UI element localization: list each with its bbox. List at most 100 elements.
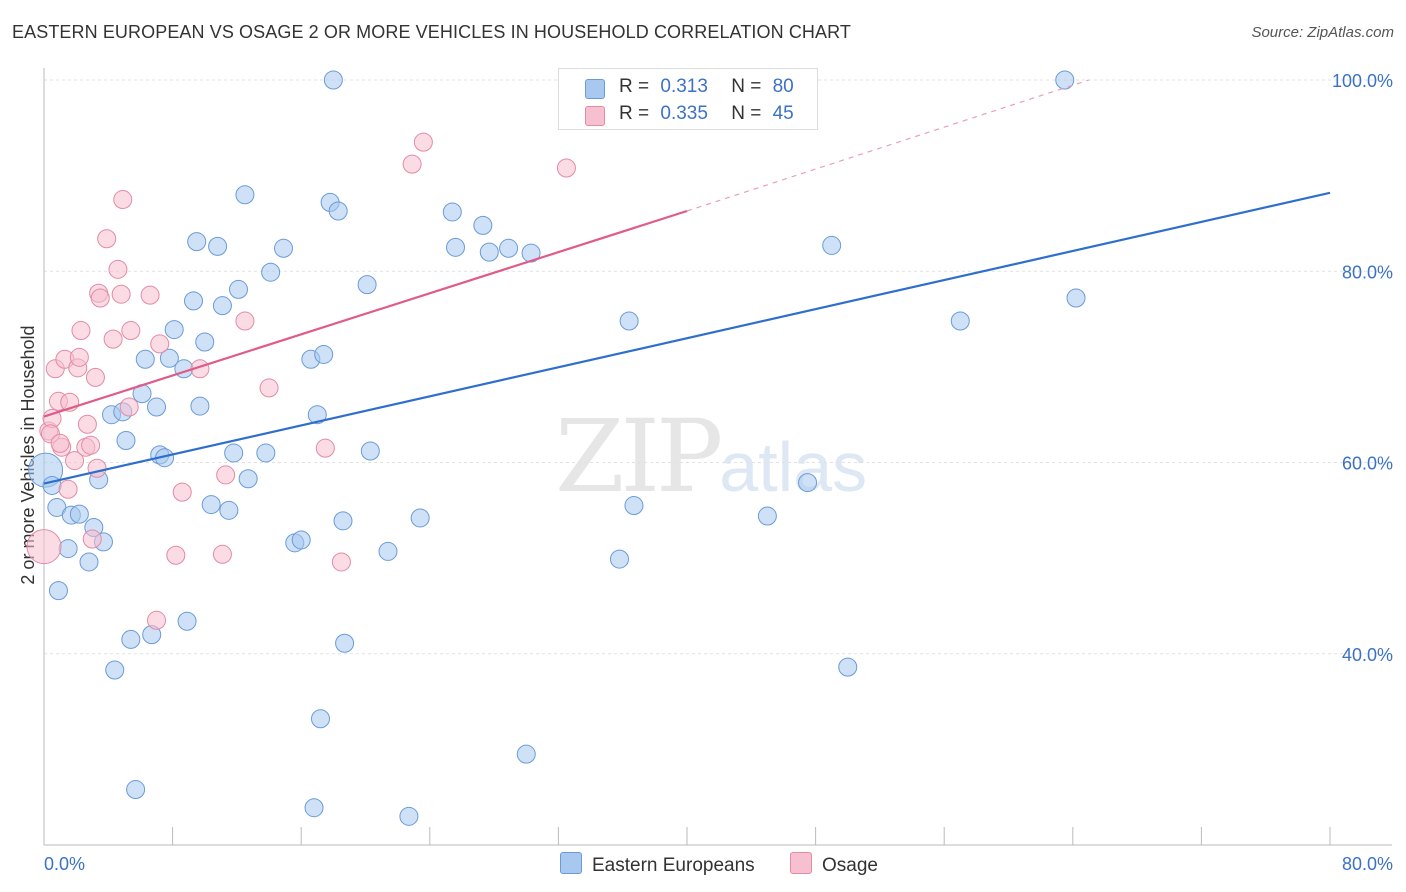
point-eastern-europeans <box>235 185 255 205</box>
point-eastern-europeans <box>521 243 541 263</box>
legend-swatch-osage <box>790 852 812 874</box>
x-tick-label-max: 80.0% <box>1342 854 1393 874</box>
watermark-zip: ZIP <box>555 398 723 515</box>
point-eastern-europeans <box>58 539 78 559</box>
point-eastern-europeans <box>190 396 210 416</box>
point-osage <box>150 334 170 354</box>
point-eastern-europeans <box>950 311 970 331</box>
point-eastern-europeans <box>609 549 629 569</box>
chart-title: EASTERN EUROPEAN VS OSAGE 2 OR MORE VEHI… <box>12 22 851 42</box>
point-eastern-europeans <box>177 611 197 631</box>
point-osage <box>212 544 232 564</box>
watermark-atlas: atlas <box>719 428 868 506</box>
legend-n-value: 80 <box>772 76 794 97</box>
point-osage <box>216 465 236 485</box>
point-eastern-europeans <box>164 320 184 340</box>
point-osage <box>121 321 141 341</box>
point-eastern-europeans <box>126 780 146 800</box>
point-eastern-europeans <box>201 495 221 515</box>
point-eastern-europeans <box>69 504 89 524</box>
legend-n-value: 45 <box>772 103 794 124</box>
point-osage <box>103 329 123 349</box>
stats-legend: R = 0.313 N = 80 R = 0.335 N = 45 <box>558 68 818 130</box>
point-osage <box>90 288 110 308</box>
point-eastern-europeans <box>473 215 493 235</box>
point-eastern-europeans <box>229 279 249 299</box>
point-osage <box>259 378 279 398</box>
series-legend-osage[interactable]: Osage <box>790 852 878 877</box>
point-osage <box>315 438 335 458</box>
point-osage <box>172 482 192 502</box>
point-eastern-europeans <box>79 552 99 572</box>
point-osage <box>71 321 91 341</box>
point-eastern-europeans <box>105 660 125 680</box>
point-osage <box>87 458 107 478</box>
point-eastern-europeans <box>360 441 380 461</box>
point-osage <box>82 529 102 549</box>
legend-r-value: 0.335 <box>660 103 708 124</box>
point-osage <box>85 367 105 387</box>
trendline-eastern-europeans <box>43 191 1331 485</box>
point-eastern-europeans <box>256 443 276 463</box>
point-eastern-europeans <box>619 311 639 331</box>
point-eastern-europeans <box>1066 288 1086 308</box>
point-eastern-europeans <box>147 397 167 417</box>
series-legend-eastern-europeans[interactable]: Eastern Europeans <box>560 852 755 877</box>
point-osage <box>77 414 97 434</box>
legend-label: Eastern Europeans <box>592 855 755 876</box>
point-eastern-europeans <box>757 506 777 526</box>
point-osage <box>65 451 85 471</box>
point-eastern-europeans <box>499 238 519 258</box>
point-osage <box>147 610 167 630</box>
point-osage <box>50 433 70 453</box>
point-eastern-europeans <box>822 235 842 255</box>
point-eastern-europeans <box>335 633 355 653</box>
legend-r-label: R = <box>619 76 650 97</box>
point-eastern-europeans <box>479 242 499 262</box>
point-eastern-europeans <box>219 500 239 520</box>
legend-r-value: 0.313 <box>660 76 708 97</box>
point-eastern-europeans <box>48 581 68 601</box>
point-eastern-europeans <box>357 275 377 295</box>
zipatlas-watermark: ZIPatlas <box>555 398 867 515</box>
point-eastern-europeans <box>446 237 466 257</box>
legend-swatch-eastern-europeans <box>585 79 605 99</box>
y-axis-label: 2 or more Vehicles in Household <box>18 325 38 584</box>
point-eastern-europeans <box>333 511 353 531</box>
point-eastern-europeans <box>274 238 294 258</box>
point-eastern-europeans <box>224 443 244 463</box>
point-eastern-europeans <box>323 70 343 90</box>
point-osage <box>108 259 128 279</box>
point-osage <box>331 552 351 572</box>
point-eastern-europeans <box>135 349 155 369</box>
point-eastern-europeans <box>378 541 398 561</box>
point-osage <box>69 347 89 367</box>
point-osage <box>119 397 139 417</box>
point-osage <box>97 229 117 249</box>
point-osage <box>111 284 131 304</box>
point-osage <box>413 132 433 152</box>
point-eastern-europeans <box>261 262 281 282</box>
legend-n-label: N = <box>731 103 762 124</box>
point-eastern-europeans <box>187 232 207 252</box>
point-osage <box>235 311 255 331</box>
point-eastern-europeans <box>310 709 330 729</box>
legend-row-eastern-europeans: R = 0.313 N = 80 <box>585 76 794 99</box>
point-osage <box>81 435 101 455</box>
point-osage <box>26 529 62 565</box>
point-eastern-europeans <box>516 744 536 764</box>
point-eastern-europeans <box>291 530 311 550</box>
point-osage <box>402 154 422 174</box>
legend-swatch-eastern-europeans <box>560 852 582 874</box>
point-eastern-europeans <box>42 475 62 495</box>
chart-source: Source: ZipAtlas.com <box>1251 24 1394 41</box>
legend-swatch-osage <box>585 106 605 126</box>
point-eastern-europeans <box>212 296 232 316</box>
point-eastern-europeans <box>1055 70 1075 90</box>
y-tick-label: 100.0% <box>1332 71 1393 91</box>
point-eastern-europeans <box>304 798 324 818</box>
point-eastern-europeans <box>183 291 203 311</box>
point-osage <box>166 545 186 565</box>
y-tick-label: 80.0% <box>1342 262 1393 282</box>
